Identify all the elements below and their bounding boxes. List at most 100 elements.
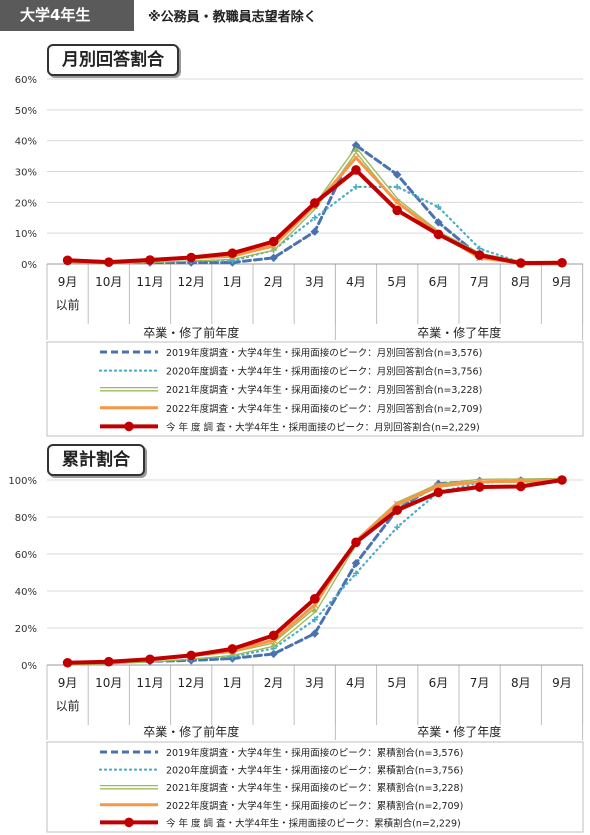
y-tick-label: 30%	[15, 168, 37, 179]
data-point	[353, 146, 359, 152]
data-point	[311, 616, 318, 623]
data-point	[270, 641, 277, 647]
legend-item: 2019年度調査・大学4年生・採用面接のピーク：月別回答割合(n=3,576)	[100, 347, 482, 359]
legend-label: 2020年度調査・大学4年生・採用面接のピーク：月別回答割合(n=3,756)	[166, 366, 482, 378]
data-point	[434, 482, 442, 489]
series-line	[66, 156, 564, 265]
legend-item: 2020年度調査・大学4年生・採用面接のピーク：累積割合(n=3,756)	[98, 765, 463, 777]
series-current	[62, 475, 567, 668]
x-tick-label: 1月	[223, 676, 243, 690]
x-tick-label: 4月	[346, 676, 366, 690]
x-tick-label: 以前	[56, 698, 80, 713]
legend-item: 2019年度調査・大学4年生・採用面接のピーク：累積割合(n=3,576)	[100, 747, 463, 759]
x-tick-label: 11月	[136, 676, 163, 690]
legend-label: 2020年度調査・大学4年生・採用面接のピーク：累積割合(n=3,756)	[166, 765, 463, 777]
legend-marker	[124, 817, 134, 828]
legend-label: 2019年度調査・大学4年生・採用面接のピーク：累積割合(n=3,576)	[166, 747, 463, 759]
legend-item: 2021年度調査・大学4年生・採用面接のピーク：月別回答割合(n=3,228)	[100, 384, 482, 396]
legend-label: 2021年度調査・大学4年生・採用面接のピーク：月別回答割合(n=3,228)	[166, 384, 482, 396]
y-tick-label: 60%	[15, 75, 37, 86]
legend-label: 今 年 度 調 査・大学4年生・採用面接のピーク：累積割合(n=2,229)	[166, 817, 461, 829]
legend-label: 2022年度調査・大学4年生・採用面接のピーク：月別回答割合(n=2,709)	[166, 403, 482, 415]
x-tick-label: 11月	[136, 275, 163, 289]
data-point	[227, 248, 238, 259]
data-point	[351, 141, 361, 150]
data-point	[186, 650, 196, 661]
group-label: 卒業・修了前年度	[143, 325, 239, 340]
data-point	[310, 629, 320, 638]
y-tick-label: 40%	[15, 137, 37, 148]
series-2020	[64, 183, 565, 267]
data-point	[474, 482, 485, 492]
x-tick-label: 6月	[429, 676, 449, 690]
legend-item: 今 年 度 調 査・大学4年生・採用面接のピーク：月別回答割合(n=2,229)	[100, 421, 480, 433]
data-point	[311, 214, 318, 221]
group-label: 卒業・修了前年度	[143, 724, 239, 739]
x-tick-label: 8月	[511, 275, 531, 289]
x-tick-label: 9月	[58, 676, 78, 690]
data-point	[351, 165, 361, 175]
data-point	[557, 475, 567, 485]
y-tick-label: 60%	[15, 550, 37, 561]
data-point	[353, 183, 359, 190]
x-tick-label: 7月	[470, 275, 490, 289]
legend-label: 2021年度調査・大学4年生・採用面接のピーク：累積割合(n=3,228)	[166, 782, 463, 794]
data-point	[310, 227, 320, 236]
legend-label: 2019年度調査・大学4年生・採用面接のピーク：月別回答割合(n=3,576)	[166, 347, 482, 359]
data-point	[393, 198, 401, 206]
y-tick-label: 80%	[15, 513, 37, 524]
data-point	[516, 481, 526, 492]
data-point	[351, 537, 361, 548]
x-tick-label: 2月	[264, 676, 284, 690]
x-tick-label: 4月	[346, 275, 366, 289]
legend-label: 2022年度調査・大学4年生・採用面接のピーク：累積割合(n=2,709)	[166, 800, 463, 812]
legend-item: 2022年度調査・大学4年生・採用面接のピーク：月別回答割合(n=2,709)	[100, 403, 482, 415]
x-tick-label: 以前	[56, 297, 80, 312]
y-tick-label: 20%	[15, 624, 37, 635]
data-point	[268, 630, 279, 641]
data-point	[145, 654, 155, 665]
x-tick-label: 3月	[305, 275, 325, 289]
legend: 2019年度調査・大学4年生・採用面接のピーク：累積割合(n=3,576) 202…	[46, 741, 584, 833]
data-point	[392, 170, 402, 179]
x-tick-label: 10月	[95, 275, 122, 289]
data-point	[352, 154, 360, 162]
y-tick-label: 50%	[15, 106, 37, 117]
x-tick-label: 2月	[264, 275, 284, 289]
group-label: 卒業・修了年度	[417, 724, 501, 739]
data-point	[434, 218, 443, 227]
legend-item: 2021年度調査・大学4年生・採用面接のピーク：累積割合(n=3,228)	[100, 782, 463, 794]
exclusion-note: ※公務員・教職員志望者除く	[148, 10, 317, 25]
x-tick-label: 5月	[387, 676, 407, 690]
x-tick-label: 5月	[387, 275, 407, 289]
data-point	[311, 607, 318, 613]
monthly-chart-title: 月別回答割合	[47, 44, 179, 76]
y-tick-label: 20%	[15, 198, 37, 209]
data-point	[392, 505, 403, 515]
data-point	[433, 229, 444, 240]
data-point	[310, 198, 320, 208]
x-tick-label: 9月	[552, 275, 572, 289]
legend-item: 今 年 度 調 査・大学4年生・採用面接のピーク：累積割合(n=2,229)	[100, 817, 461, 829]
series-current	[62, 165, 567, 268]
grade-tag: 大学4年生	[0, 0, 134, 31]
y-tick-label: 0%	[21, 661, 37, 672]
x-tick-label: 12月	[178, 275, 205, 289]
legend-label: 今 年 度 調 査・大学4年生・採用面接のピーク：月別回答割合(n=2,229)	[166, 421, 480, 433]
y-tick-label: 10%	[15, 229, 37, 240]
data-point	[270, 245, 277, 251]
data-point	[104, 656, 114, 667]
data-point	[353, 570, 359, 577]
x-tick-label: 6月	[429, 275, 449, 289]
data-point	[145, 255, 155, 265]
x-tick-label: 9月	[58, 275, 78, 289]
y-tick-label: 40%	[15, 587, 37, 598]
series-2019	[63, 475, 567, 668]
data-point	[435, 203, 442, 210]
data-point	[394, 183, 401, 190]
data-point	[62, 657, 73, 668]
data-point	[474, 250, 485, 260]
legend-marker	[124, 421, 134, 432]
